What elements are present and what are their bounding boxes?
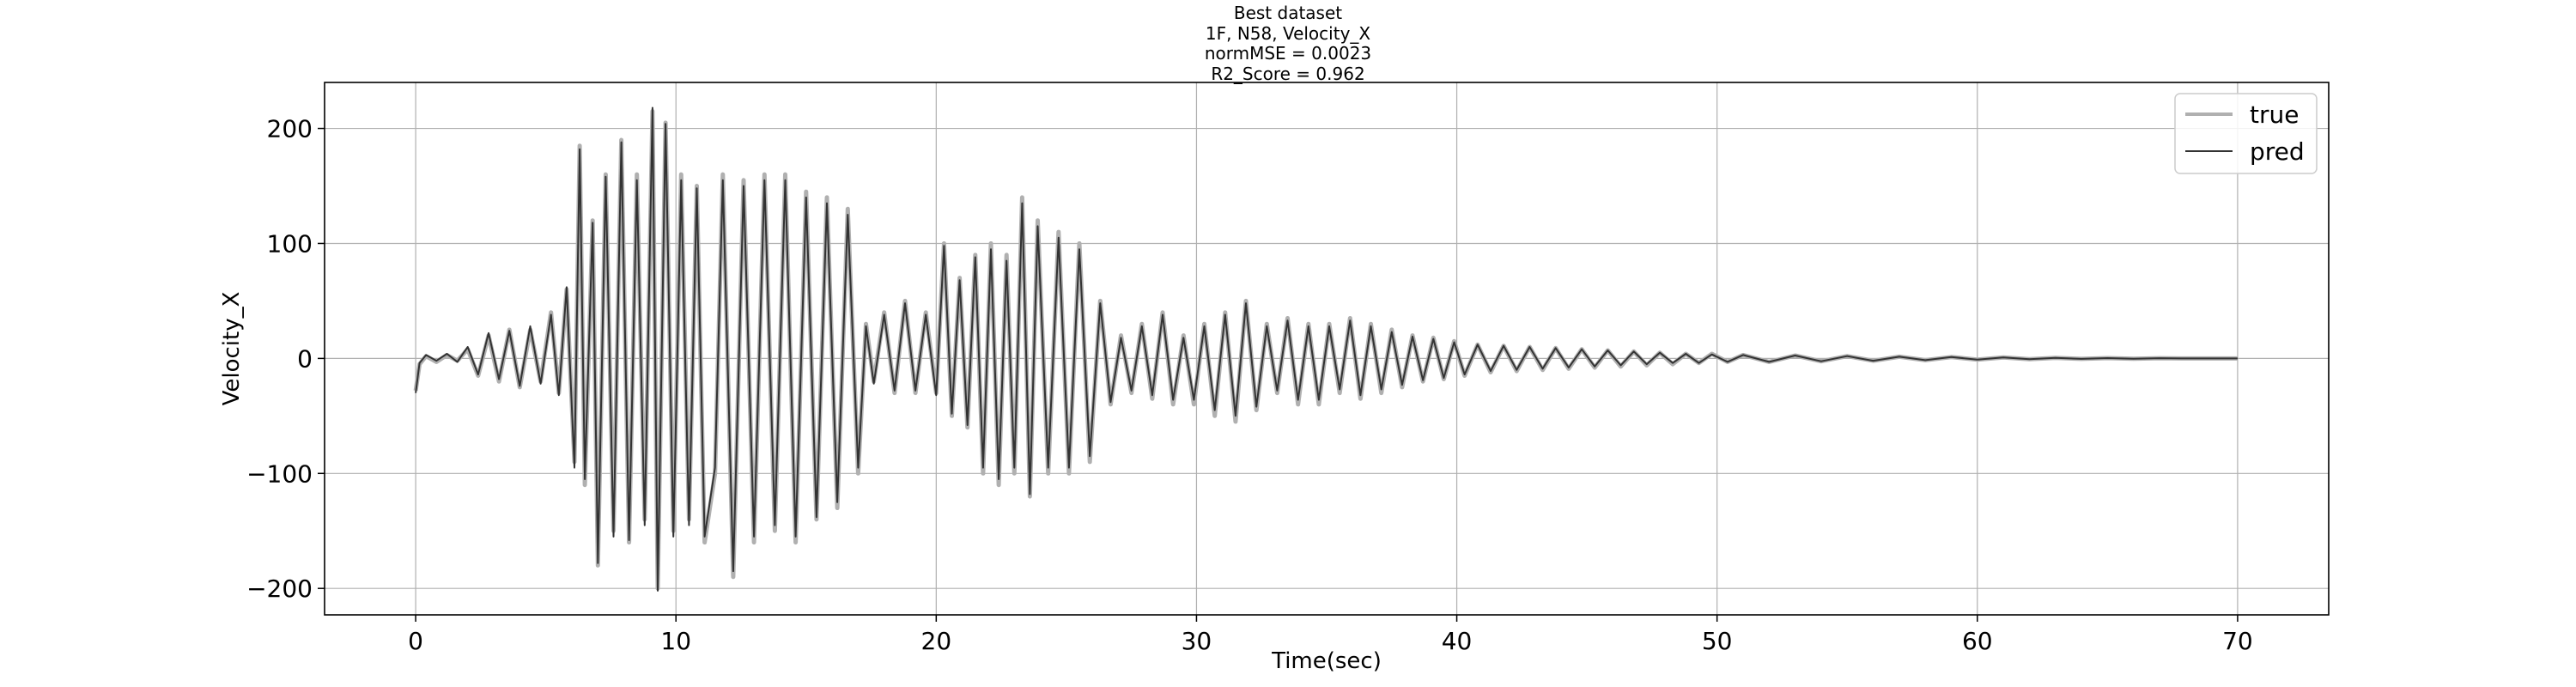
legend-label-true: true [2250, 100, 2299, 129]
y-tick-label: −100 [246, 459, 313, 488]
x-tick-label: 40 [1442, 627, 1473, 655]
x-tick-label: 50 [1702, 627, 1733, 655]
ticks: 0 10 20 30 40 50 60 70 −200 −100 0 100 200 [246, 115, 2253, 655]
x-tick-label: 10 [660, 627, 691, 655]
x-tick-label: 0 [408, 627, 423, 655]
legend: true pred [2174, 93, 2318, 174]
x-tick-label: 30 [1182, 627, 1212, 655]
series-line-pred [415, 106, 2238, 592]
x-axis-label: Time(sec) [1271, 648, 1382, 674]
chart-title-line-3: normMSE = 0.0023 [1204, 43, 1372, 64]
chart-title: Best dataset 1F, N58, Velocity_X normMSE… [859, 3, 1717, 84]
x-tick-label: 60 [1962, 627, 1993, 655]
chart-title-line-2: 1F, N58, Velocity_X [1205, 22, 1371, 44]
chart-title-line-1: Best dataset [1233, 3, 1343, 23]
y-tick-label: 200 [267, 115, 313, 143]
y-axis-label: Velocity_X [219, 292, 245, 406]
legend-label-pred: pred [2250, 137, 2305, 166]
x-tick-label: 20 [921, 627, 952, 655]
y-tick-label: 0 [297, 344, 313, 373]
chart-title-line-4: R2_Score = 0.962 [1211, 63, 1365, 84]
y-tick-label: −200 [246, 575, 313, 603]
series-lines [413, 106, 2238, 592]
y-tick-label: 100 [267, 229, 313, 258]
x-tick-label: 70 [2222, 627, 2253, 655]
axes-frame [324, 82, 2330, 616]
